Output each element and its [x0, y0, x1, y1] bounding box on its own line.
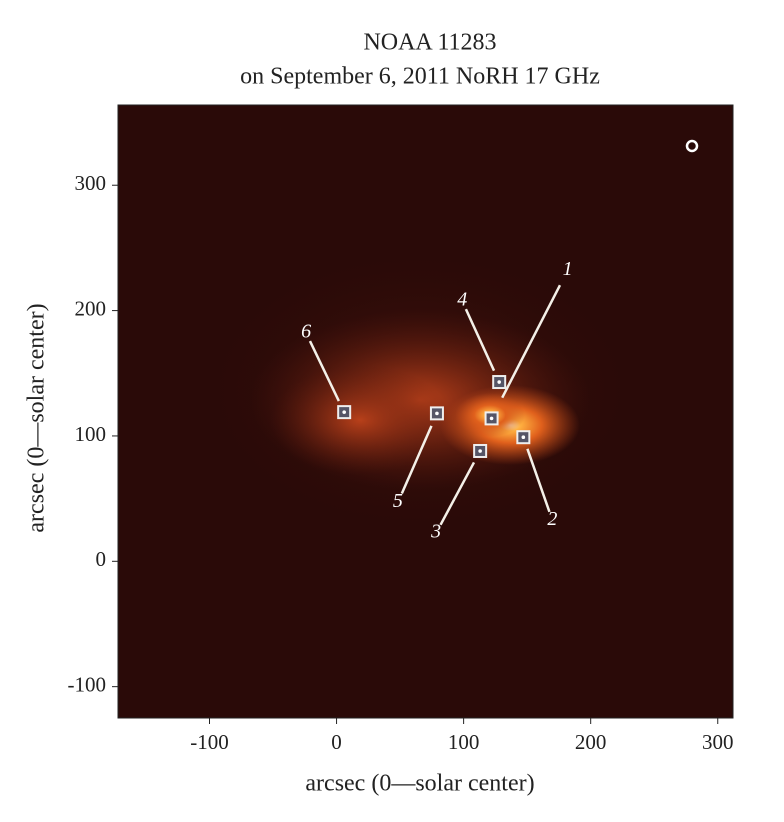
marker-dot [435, 411, 439, 416]
marker-dot [489, 416, 494, 421]
point-label: 2 [547, 508, 557, 530]
point-label: 6 [301, 321, 311, 343]
annotation-leader [439, 461, 476, 526]
x-tick-label: 0 [331, 730, 342, 754]
plot-frame [117, 104, 734, 719]
x-tick-label: -100 [190, 730, 229, 754]
y-tick-label: 300 [75, 171, 107, 195]
y-tick-label: 200 [75, 296, 107, 320]
annotation-leader [464, 308, 496, 372]
y-tick-label: 0 [96, 547, 107, 571]
marker-dot [521, 435, 526, 439]
chart-title: NOAA 11283 [363, 30, 496, 56]
point-label: 3 [430, 521, 441, 543]
x-tick-label: 300 [702, 730, 734, 754]
annotation-leader [400, 425, 433, 494]
y-tick-label: 100 [75, 422, 107, 446]
annotation-leader [308, 340, 340, 402]
x-axis-label: arcsec (0—solar center) [305, 771, 534, 797]
marker-dot [497, 380, 501, 384]
marker-dot [478, 449, 482, 453]
x-tick-label: 200 [575, 730, 607, 754]
annotation-leader [526, 448, 551, 513]
chart-subtitle: on September 6, 2011 NoRH 17 GHz [240, 64, 600, 90]
point-label: 5 [393, 490, 403, 512]
marker-dot [342, 410, 346, 414]
point-label: 4 [457, 289, 467, 311]
x-tick-label: 100 [448, 730, 480, 754]
y-tick-label: -100 [68, 672, 107, 696]
y-axis-label: arcsec (0—solar center) [24, 303, 50, 532]
radio-map [118, 105, 733, 718]
annotation-leader [501, 284, 562, 399]
point-label: 1 [563, 258, 573, 280]
